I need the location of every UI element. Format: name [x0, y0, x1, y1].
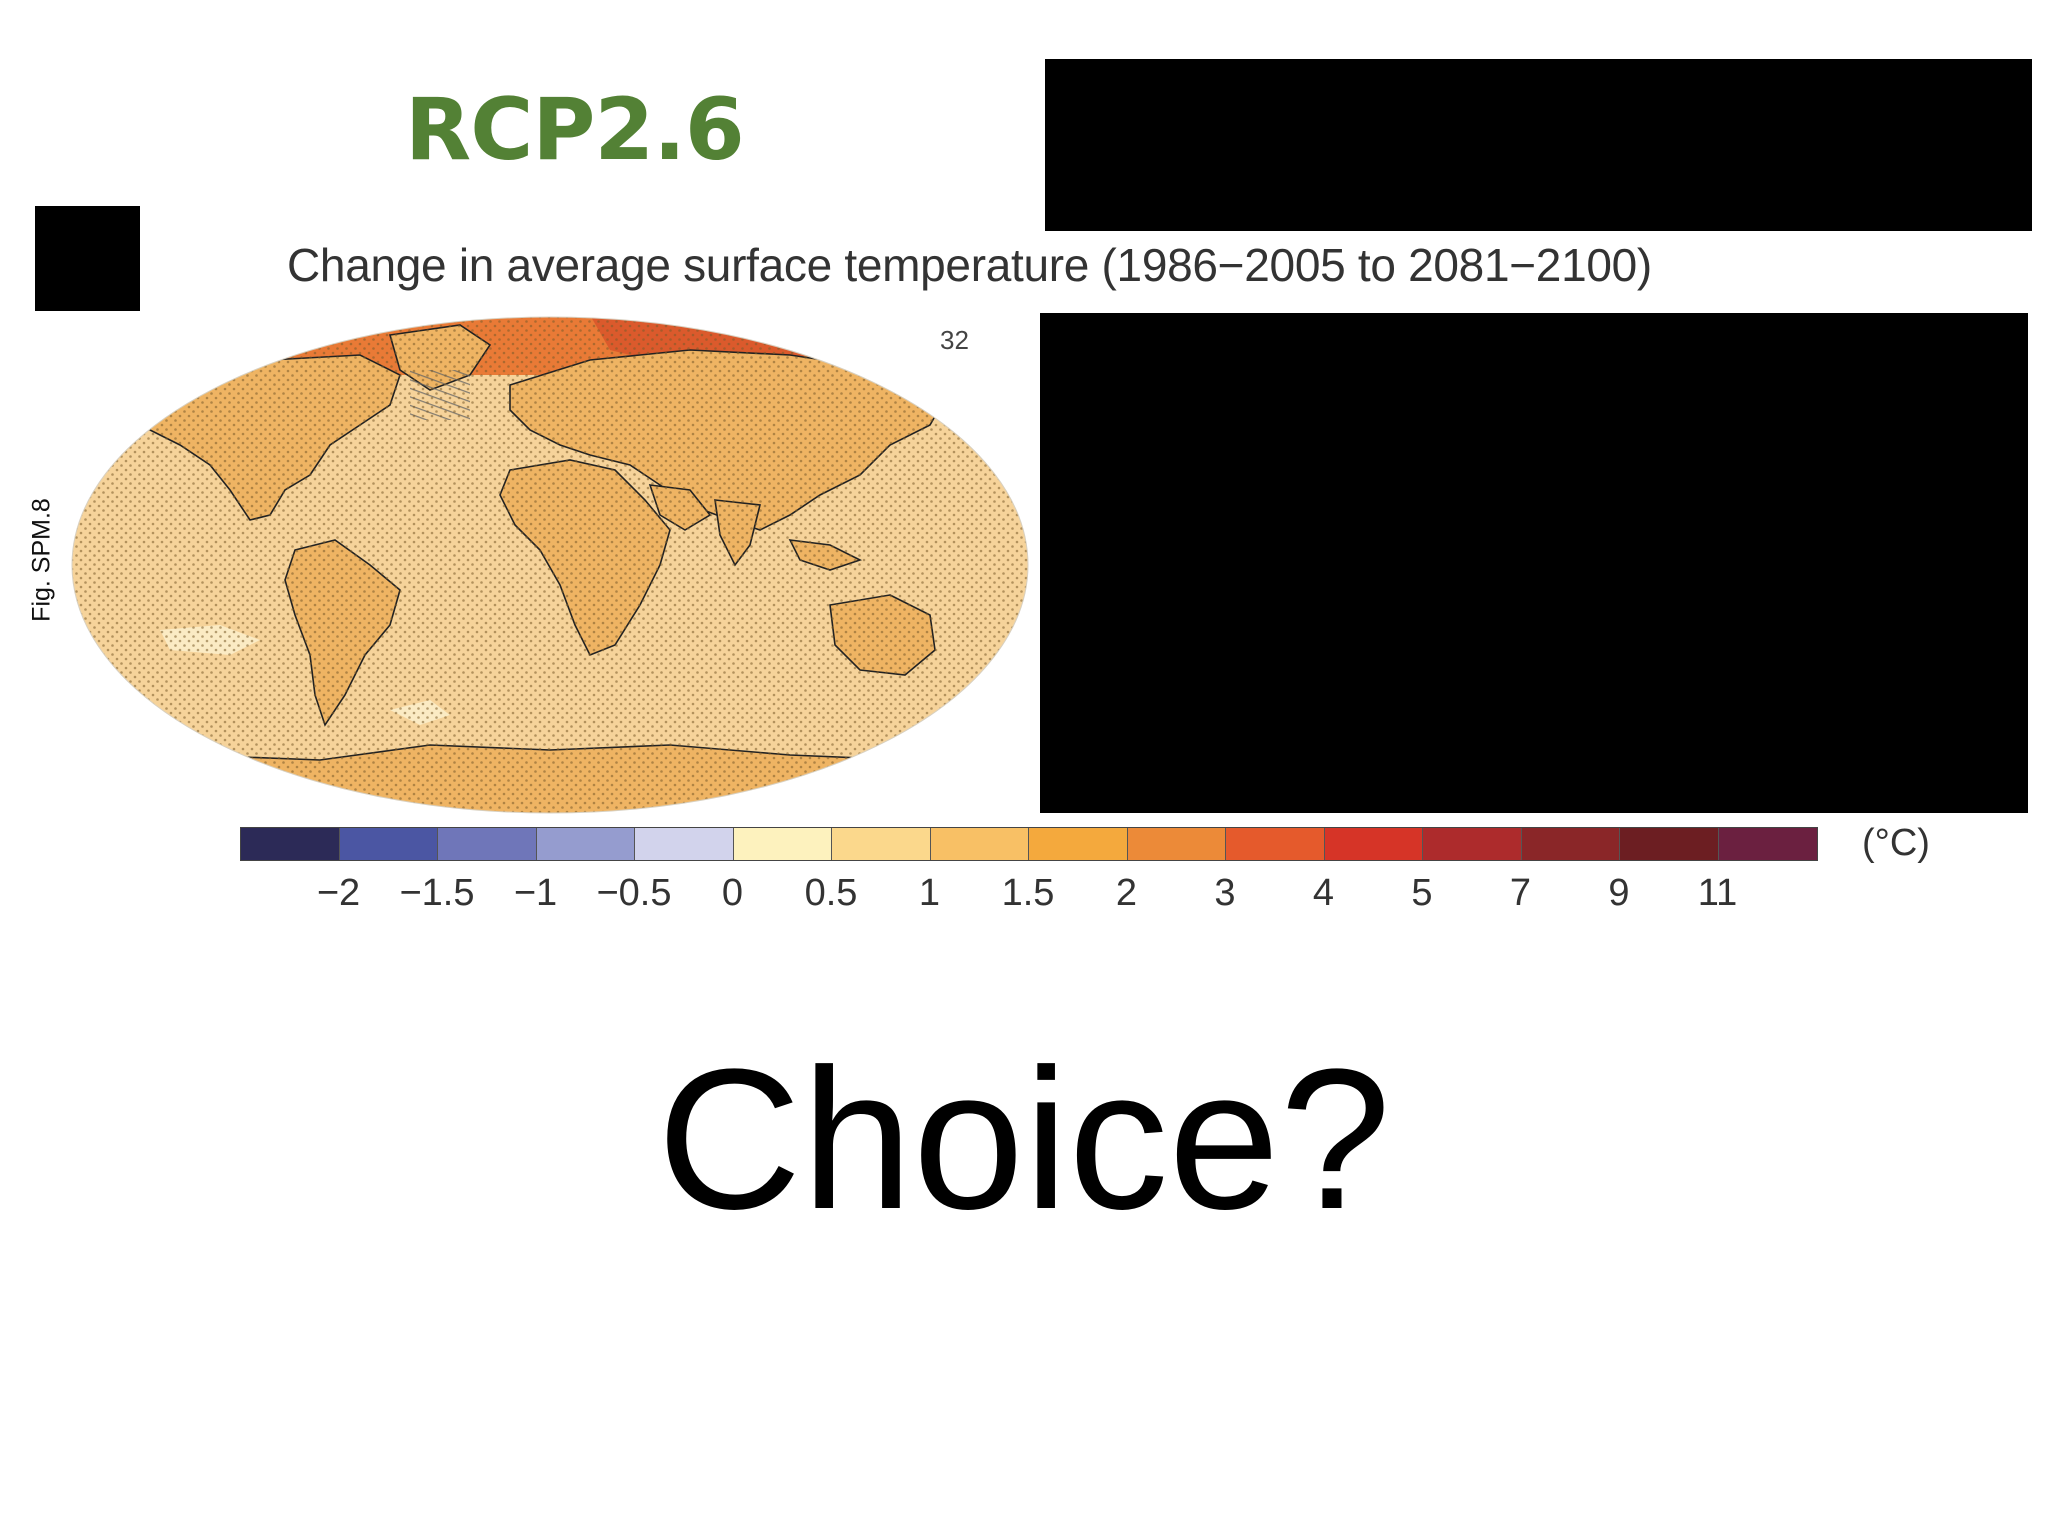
colorbar-swatch [241, 828, 340, 860]
redacted-block-left [35, 206, 140, 311]
colorbar-tick-label: 11 [1697, 872, 1738, 914]
colorbar-swatch [1521, 828, 1620, 860]
colorbar-swatch [930, 828, 1029, 860]
question-text: Choice? [657, 1028, 1391, 1251]
colorbar-unit: (°C) [1862, 822, 1930, 864]
colorbar-tick-label: 9 [1608, 872, 1630, 914]
figure-reference: Fig. SPM.8 [27, 498, 56, 622]
colorbar-tick-label: 1 [918, 872, 941, 914]
colorbar-tick-label: 2 [1115, 872, 1138, 914]
temperature-colorbar [240, 827, 1818, 861]
colorbar-ticks: −2 −1.5 −1 −0.5 0 0.5 1 1.5 2 3 4 5 7 9 11 [0, 872, 2048, 922]
colorbar-swatch [832, 828, 931, 860]
colorbar-tick-label: 5 [1411, 872, 1433, 914]
redacted-block-top-right [1045, 59, 2032, 231]
colorbar-swatch [1324, 828, 1423, 860]
colorbar-swatch [1620, 828, 1719, 860]
colorbar-tick-label: −1 [513, 872, 558, 914]
colorbar-tick-label: −2 [316, 872, 361, 914]
colorbar-swatch [733, 828, 832, 860]
colorbar-swatch [1029, 828, 1128, 860]
colorbar-swatch [1423, 828, 1522, 860]
colorbar-swatch [339, 828, 438, 860]
colorbar-swatch [635, 828, 734, 860]
colorbar-swatch [438, 828, 537, 860]
colorbar-tick-label: 0.5 [804, 872, 858, 914]
significance-stippling [72, 317, 1028, 813]
colorbar-swatch [536, 828, 635, 860]
map-outline [71, 316, 1029, 814]
colorbar-tick-label: 1.5 [1001, 872, 1055, 914]
colorbar-swatch [1718, 828, 1817, 860]
redacted-block-right-panel [1040, 313, 2028, 813]
colorbar-tick-label: 0 [721, 872, 744, 914]
colorbar-tick-label: −0.5 [596, 872, 672, 914]
colorbar-tick-label: 3 [1214, 872, 1236, 914]
colorbar-tick-label: 7 [1509, 872, 1532, 914]
colorbar-swatch [1226, 828, 1325, 860]
colorbar-tick-label: −1.5 [399, 872, 475, 914]
world-temperature-map [71, 316, 1029, 814]
colorbar-tick-label: 4 [1312, 872, 1335, 914]
colorbar-swatch [1127, 828, 1226, 860]
model-count: 32 [940, 325, 969, 355]
map-title: Change in average surface temperature (1… [287, 239, 1652, 291]
scenario-title: RCP2.6 [405, 80, 745, 180]
